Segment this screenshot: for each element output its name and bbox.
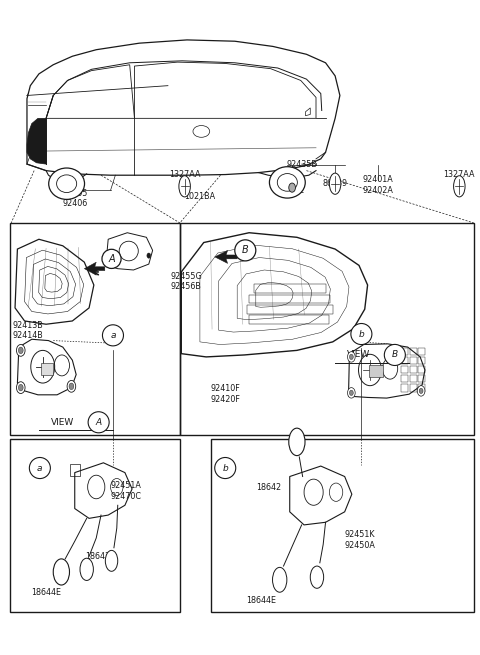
Text: VIEW: VIEW — [51, 418, 74, 427]
Circle shape — [348, 352, 355, 362]
Ellipse shape — [48, 168, 84, 199]
Ellipse shape — [235, 240, 256, 261]
Bar — [249, 295, 330, 303]
Text: 18643G: 18643G — [85, 552, 117, 561]
Bar — [249, 315, 329, 324]
Circle shape — [18, 384, 23, 391]
Bar — [409, 384, 417, 392]
Ellipse shape — [310, 566, 324, 588]
Circle shape — [18, 347, 23, 354]
Circle shape — [349, 354, 353, 360]
Bar — [254, 284, 325, 293]
Bar — [409, 375, 417, 383]
Ellipse shape — [29, 457, 50, 479]
Text: B: B — [242, 246, 249, 255]
Text: 18642: 18642 — [256, 483, 281, 492]
Polygon shape — [215, 250, 237, 263]
Text: 1327AA: 1327AA — [169, 170, 200, 179]
Bar — [401, 357, 408, 364]
Text: A: A — [96, 418, 102, 427]
Bar — [401, 384, 408, 392]
Text: a: a — [110, 331, 116, 340]
Text: B: B — [392, 350, 398, 360]
Text: 92455G
92456B: 92455G 92456B — [170, 272, 202, 291]
Text: 92451K
92450A: 92451K 92450A — [345, 531, 375, 550]
Bar — [409, 366, 417, 373]
Circle shape — [69, 383, 74, 390]
Ellipse shape — [269, 167, 305, 198]
Circle shape — [16, 382, 25, 394]
Ellipse shape — [57, 175, 77, 193]
Bar — [418, 366, 425, 373]
Circle shape — [147, 253, 151, 258]
Ellipse shape — [351, 324, 372, 345]
Bar — [401, 375, 408, 383]
Bar — [369, 365, 383, 377]
Bar — [10, 223, 180, 436]
Ellipse shape — [289, 428, 305, 456]
Bar — [180, 223, 474, 436]
Bar — [418, 357, 425, 364]
Bar — [418, 375, 425, 383]
Bar — [211, 439, 474, 612]
Text: 92401A
92402A: 92401A 92402A — [363, 176, 394, 195]
Text: 1327AA: 1327AA — [444, 170, 475, 179]
Text: 18644E: 18644E — [31, 588, 61, 597]
Ellipse shape — [80, 558, 94, 580]
Circle shape — [349, 390, 353, 396]
Ellipse shape — [215, 457, 236, 479]
Text: 92451A
92470C: 92451A 92470C — [110, 481, 142, 500]
Bar — [409, 357, 417, 364]
Text: 92405
92406: 92405 92406 — [62, 189, 87, 208]
Text: A: A — [108, 254, 115, 264]
Bar — [418, 348, 425, 355]
Text: 92482: 92482 — [279, 186, 305, 195]
Circle shape — [348, 388, 355, 398]
Text: 86839: 86839 — [323, 179, 348, 188]
Circle shape — [419, 388, 423, 394]
Text: 18644E: 18644E — [246, 595, 276, 605]
Ellipse shape — [102, 325, 123, 346]
Bar — [41, 363, 53, 375]
Polygon shape — [27, 119, 46, 164]
Text: 1021BA: 1021BA — [185, 193, 216, 201]
Text: b: b — [222, 464, 228, 472]
Bar — [401, 348, 408, 355]
Bar — [70, 464, 81, 476]
Circle shape — [289, 183, 296, 192]
Circle shape — [417, 386, 425, 396]
Ellipse shape — [102, 250, 121, 269]
Bar — [409, 348, 417, 355]
Ellipse shape — [88, 412, 109, 433]
Circle shape — [16, 345, 25, 356]
Text: 92413B
92414B: 92413B 92414B — [12, 321, 43, 341]
Ellipse shape — [273, 567, 287, 592]
Ellipse shape — [179, 176, 191, 197]
Bar — [418, 384, 425, 392]
Text: a: a — [37, 464, 43, 472]
Bar — [247, 305, 333, 314]
Circle shape — [67, 381, 76, 392]
Text: 92410F
92420F: 92410F 92420F — [211, 384, 241, 404]
Bar — [401, 366, 408, 373]
Text: 92435B: 92435B — [286, 160, 317, 168]
Ellipse shape — [384, 345, 405, 365]
Ellipse shape — [329, 173, 341, 195]
Ellipse shape — [105, 550, 118, 571]
Ellipse shape — [277, 174, 298, 191]
Ellipse shape — [454, 176, 465, 197]
Text: b: b — [359, 329, 364, 339]
Bar — [10, 439, 180, 612]
Polygon shape — [84, 262, 105, 275]
Ellipse shape — [53, 559, 70, 585]
Text: VIEW: VIEW — [348, 350, 371, 360]
